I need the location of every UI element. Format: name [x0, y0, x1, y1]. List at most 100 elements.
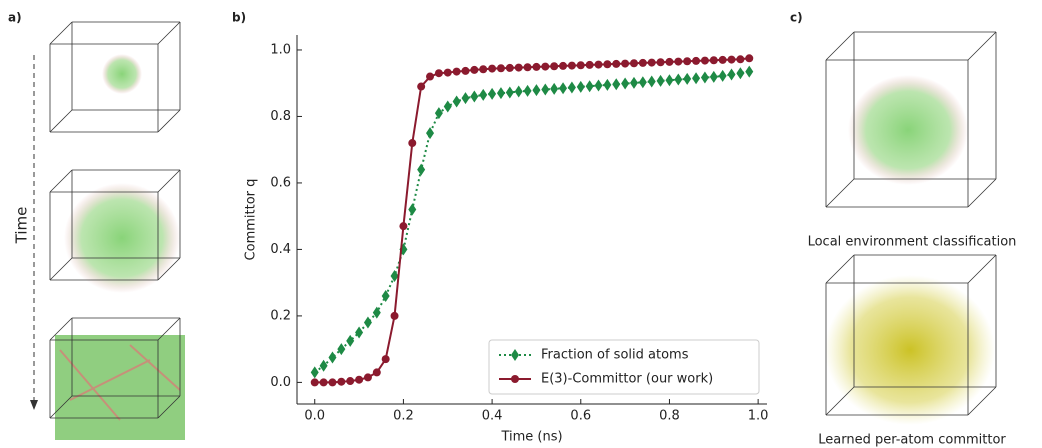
cube-edge	[825, 178, 855, 208]
marker	[417, 82, 426, 91]
marker	[692, 56, 701, 65]
marker	[567, 61, 576, 70]
marker	[505, 86, 514, 99]
cube-edge	[157, 395, 181, 419]
marker	[426, 72, 435, 81]
rendering	[102, 54, 142, 94]
x-tick-label: 1.0	[748, 409, 769, 424]
cube-edge	[967, 386, 997, 416]
series-line	[314, 57, 750, 384]
cube-edge	[157, 169, 181, 193]
x-axis-label: Time (ns)	[500, 430, 562, 445]
marker	[319, 378, 328, 387]
marker	[372, 368, 381, 377]
marker	[390, 270, 399, 283]
cube-edge	[967, 31, 997, 61]
cubes	[49, 21, 997, 419]
marker	[337, 343, 346, 356]
marker	[514, 63, 523, 72]
marker	[692, 72, 701, 85]
marker	[319, 359, 328, 372]
marker	[452, 95, 461, 108]
marker	[674, 57, 683, 66]
y-tick-label: 0.4	[270, 242, 291, 257]
panel-label: b)	[232, 11, 246, 25]
y-tick-label: 0.0	[270, 375, 291, 390]
marker	[683, 72, 692, 85]
marker	[390, 311, 399, 320]
marker	[594, 79, 603, 92]
marker	[576, 61, 585, 70]
x-tick-label: 0.0	[304, 409, 325, 424]
marker	[700, 71, 709, 84]
marker	[470, 90, 479, 103]
rendering	[55, 335, 185, 440]
cube-edge	[157, 109, 181, 133]
time-label: Time	[13, 207, 31, 245]
marker	[647, 58, 656, 67]
marker	[541, 62, 550, 71]
marker	[399, 222, 408, 231]
marker	[514, 85, 523, 98]
marker	[381, 289, 390, 302]
marker	[523, 63, 532, 72]
cube-edge	[49, 317, 73, 341]
marker	[461, 92, 470, 105]
marker	[443, 68, 452, 77]
marker	[541, 83, 550, 96]
marker	[381, 355, 390, 364]
marker	[496, 64, 505, 73]
panel-label: c)	[790, 11, 803, 25]
cube-edge	[49, 395, 73, 419]
marker	[567, 81, 576, 94]
marker	[488, 64, 497, 73]
marker	[594, 60, 603, 69]
marker	[683, 57, 692, 66]
y-tick-label: 0.6	[270, 175, 291, 190]
marker	[310, 366, 319, 379]
caption: Local environment classification	[808, 235, 1017, 250]
y-tick-label: 0.8	[270, 109, 291, 124]
marker	[718, 69, 727, 82]
marker	[479, 88, 488, 101]
marker	[523, 84, 532, 97]
marker	[638, 76, 647, 89]
marker	[363, 373, 372, 382]
marker	[488, 87, 497, 100]
y-tick-label: 1.0	[270, 42, 291, 57]
y-tick-label: 0.2	[270, 308, 291, 323]
y-axis-label: Committor q	[244, 179, 259, 261]
marker	[665, 74, 674, 87]
arrow-head	[30, 400, 38, 410]
marker	[417, 163, 426, 176]
marker	[372, 306, 381, 319]
cube-edge	[49, 109, 73, 133]
cube-edge	[157, 317, 181, 341]
marker	[629, 76, 638, 89]
marker	[408, 203, 417, 216]
marker	[408, 139, 417, 148]
marker	[700, 56, 709, 65]
cube-edge	[967, 178, 997, 208]
marker	[550, 82, 559, 95]
x-tick-label: 0.4	[482, 409, 503, 424]
marker	[434, 107, 443, 120]
marker	[443, 100, 452, 113]
cube-edge	[157, 21, 181, 45]
marker	[470, 65, 479, 74]
marker	[559, 82, 568, 95]
marker	[363, 316, 372, 329]
marker	[496, 87, 505, 100]
cube-edge	[49, 257, 73, 281]
marker	[461, 66, 470, 75]
marker	[346, 334, 355, 347]
marker	[621, 59, 630, 68]
marker	[674, 73, 683, 86]
caption: Learned per-atom committor	[818, 433, 1006, 448]
marker	[355, 326, 364, 339]
cube-edge	[157, 257, 181, 281]
marker	[727, 68, 736, 81]
marker	[511, 375, 519, 383]
cube-edge	[49, 169, 73, 193]
cube-edge	[967, 254, 997, 284]
